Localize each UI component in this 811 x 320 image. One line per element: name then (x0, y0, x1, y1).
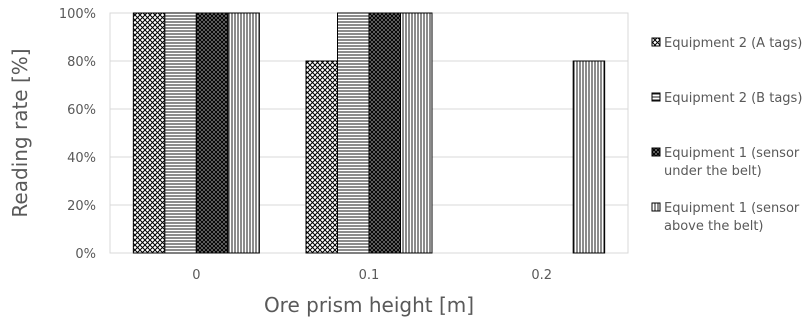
y-tick-label: 40% (67, 151, 96, 166)
legend-swatch (651, 37, 661, 47)
bar (305, 60, 338, 254)
legend-swatch (651, 202, 661, 212)
legend-label: Equipment 2 (A tags) (664, 36, 802, 51)
x-tick-label: 0.2 (531, 268, 552, 283)
y-tick-label: 0% (75, 247, 96, 262)
bar (195, 12, 229, 254)
x-tick-label: 0.1 (359, 268, 380, 283)
bar (337, 12, 370, 254)
legend-item: Equipment 1 (sensor above the belt) (651, 201, 800, 234)
legend-item: Equipment 1 (sensor under the belt) (651, 146, 800, 179)
y-tick-label: 20% (67, 199, 96, 214)
x-tick-label: 0 (192, 268, 200, 283)
x-axis-title: Ore prism height [m] (264, 293, 474, 317)
y-axis-title: Reading rate [%] (8, 48, 32, 217)
legend-item: Equipment 2 (B tags) (651, 91, 802, 106)
bar (132, 12, 166, 254)
bar (164, 12, 197, 254)
legend-swatch (651, 92, 661, 102)
bars (132, 12, 606, 254)
legend-label: Equipment 1 (sensor (664, 146, 800, 161)
bar (227, 12, 260, 254)
bar (572, 60, 606, 254)
y-tick-label: 100% (59, 7, 96, 22)
legend-label: Equipment 1 (sensor (664, 201, 800, 216)
legend: Equipment 2 (A tags) Equipment 2 (B tags)… (651, 36, 802, 234)
bar (368, 12, 401, 254)
y-tick-label: 80% (67, 55, 96, 70)
legend-item: Equipment 2 (A tags) (651, 36, 802, 51)
legend-label: above the belt) (664, 219, 764, 234)
y-tick-labels: 0% 20% 40% 60% 80% 100% (59, 7, 96, 262)
legend-swatch (651, 147, 661, 157)
legend-label: Equipment 2 (B tags) (664, 91, 802, 106)
bar (400, 12, 433, 254)
legend-label: under the belt) (664, 164, 762, 179)
y-tick-label: 60% (67, 103, 96, 118)
x-tick-labels: 0 0.1 0.2 (192, 268, 552, 283)
